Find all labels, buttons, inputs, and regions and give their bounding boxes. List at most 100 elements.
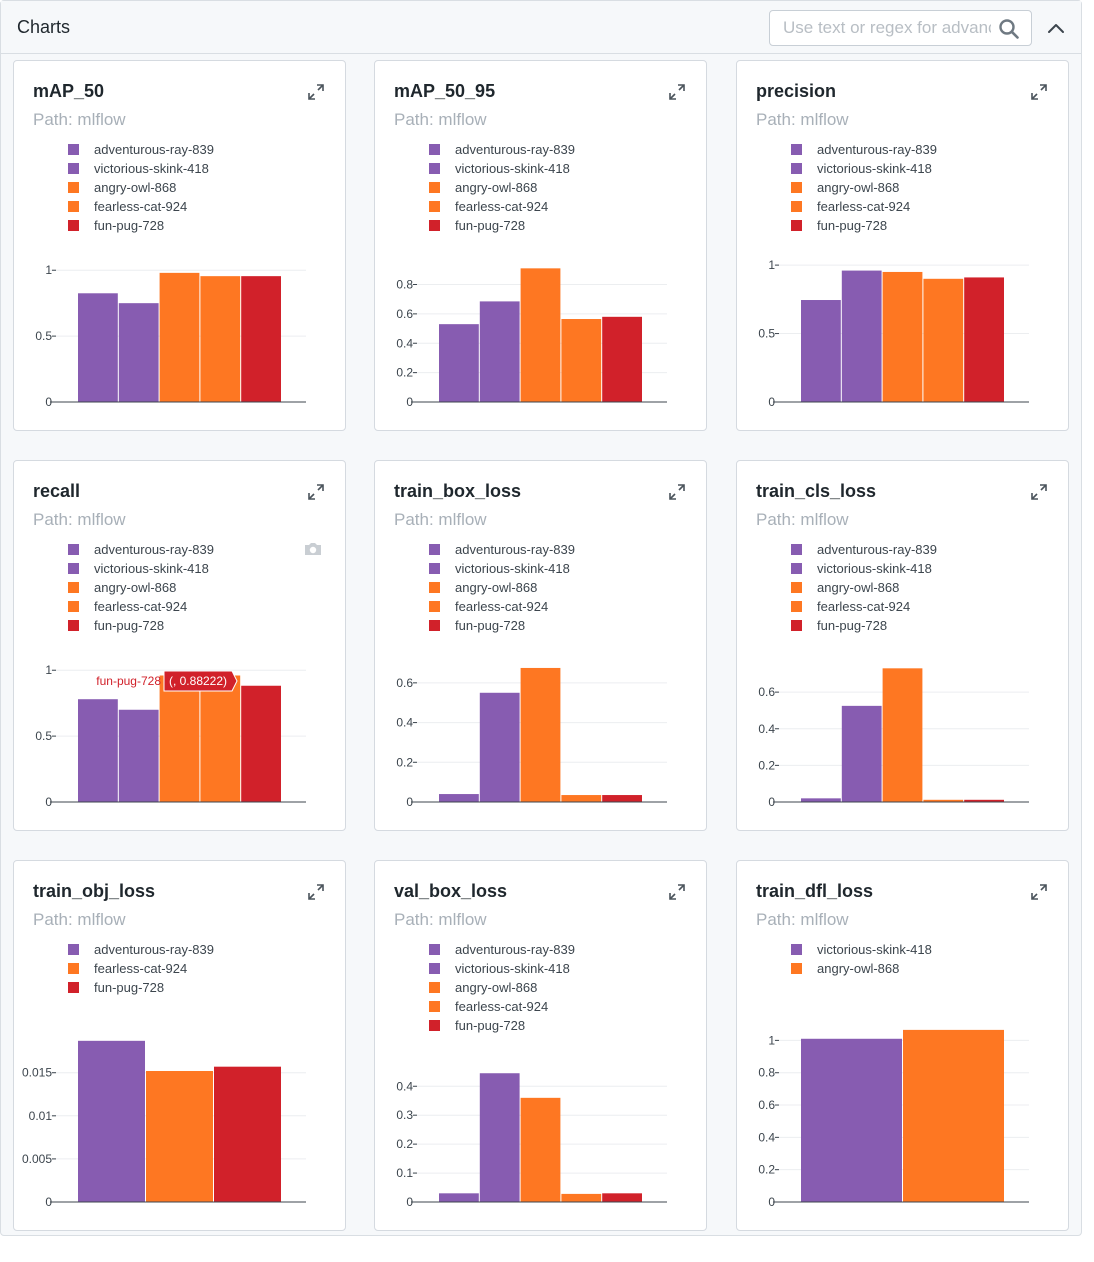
expand-icon[interactable] — [1028, 481, 1050, 503]
legend-label: fearless-cat-924 — [455, 199, 548, 214]
y-tick-label: 0.8 — [396, 278, 413, 292]
bar-angry-owl-868[interactable] — [882, 271, 923, 402]
y-tick-label: 0 — [45, 395, 52, 409]
bar-fun-pug-728[interactable] — [241, 276, 281, 402]
bar-fearless-cat-924[interactable] — [561, 795, 602, 802]
y-tick-label: 0 — [406, 395, 413, 409]
bar-victorious-skink-418[interactable] — [479, 692, 520, 802]
chart-plot: adventurous-ray-839 victorious-skink-418 a… — [396, 942, 667, 1209]
collapse-chevron-up-icon[interactable] — [1041, 13, 1071, 43]
legend-swatch — [68, 163, 79, 174]
legend-label: angry-owl-868 — [455, 980, 537, 995]
legend-swatch — [429, 601, 440, 612]
bar-fun-pug-728[interactable] — [241, 685, 281, 802]
legend-label: angry-owl-868 — [94, 580, 176, 595]
legend-label: angry-owl-868 — [94, 180, 176, 195]
y-tick-label: 0.2 — [396, 755, 413, 769]
bar-victorious-skink-418[interactable] — [479, 301, 520, 402]
legend-label: adventurous-ray-839 — [94, 142, 214, 157]
y-tick-label: 0.3 — [396, 1108, 413, 1122]
legend-label: fun-pug-728 — [455, 1018, 525, 1033]
bar-fun-pug-728[interactable] — [214, 1066, 281, 1202]
legend-label: fun-pug-728 — [817, 218, 887, 233]
section-title: Charts — [17, 17, 71, 37]
expand-icon[interactable] — [305, 481, 327, 503]
bar-victorious-skink-418[interactable] — [479, 1073, 520, 1202]
camera-icon[interactable] — [303, 541, 323, 557]
bar-angry-owl-868[interactable] — [159, 675, 200, 802]
legend-label: victorious-skink-418 — [94, 561, 209, 576]
y-tick-label: 0.1 — [396, 1166, 413, 1180]
legend-label: angry-owl-868 — [817, 180, 899, 195]
tooltip-series-name: fun-pug-728 — [96, 674, 161, 688]
bar-victorious-skink-418[interactable] — [841, 270, 882, 402]
chart-card-train-cls-loss: train_cls_loss Path: mlflow adventurous-ra… — [736, 460, 1069, 831]
legend-swatch — [68, 563, 79, 574]
bar-fun-pug-728[interactable] — [964, 799, 1004, 802]
bar-fearless-cat-924[interactable] — [923, 278, 964, 402]
bar-victorious-skink-418[interactable] — [801, 1038, 902, 1202]
y-tick-label: 0.6 — [396, 676, 413, 690]
legend-swatch — [429, 1020, 440, 1031]
bar-angry-owl-868[interactable] — [520, 268, 561, 402]
bar-angry-owl-868[interactable] — [882, 668, 923, 802]
legend-swatch — [429, 163, 440, 174]
chart-title: precision — [756, 81, 837, 101]
chart-path: Path: mlflow — [33, 110, 126, 129]
bar-adventurous-ray-839[interactable] — [78, 1040, 145, 1202]
bar-victorious-skink-418[interactable] — [118, 709, 159, 802]
search-icon[interactable] — [998, 18, 1020, 40]
bar-angry-owl-868[interactable] — [903, 1029, 1004, 1202]
bar-angry-owl-868[interactable] — [159, 272, 200, 402]
bar-victorious-skink-418[interactable] — [841, 705, 882, 802]
y-tick-label: 0 — [45, 1195, 52, 1209]
y-tick-label: 0 — [768, 395, 775, 409]
legend-swatch — [68, 201, 79, 212]
chart-plot: adventurous-ray-839 victorious-skink-418 a… — [35, 542, 306, 809]
legend-swatch — [68, 144, 79, 155]
chart-card-mAP-50: mAP_50 Path: mlflow adventurous-ray-839 vic… — [13, 60, 346, 431]
bar-fearless-cat-924[interactable] — [200, 675, 241, 802]
search-input[interactable] — [771, 12, 991, 44]
bar-fun-pug-728[interactable] — [602, 795, 642, 802]
bar-adventurous-ray-839[interactable] — [801, 798, 841, 802]
expand-icon[interactable] — [1028, 881, 1050, 903]
expand-icon[interactable] — [666, 881, 688, 903]
bar-adventurous-ray-839[interactable] — [801, 300, 841, 402]
charts-panel: Charts mAP_50 Path: mlflow adventurous-ray… — [0, 0, 1082, 1236]
legend-label: fun-pug-728 — [94, 618, 164, 633]
legend-label: fun-pug-728 — [817, 618, 887, 633]
chart-card-train-box-loss: train_box_loss Path: mlflow adventurous-ra… — [374, 460, 707, 831]
bar-fun-pug-728[interactable] — [602, 316, 642, 402]
legend-label: fearless-cat-924 — [817, 199, 910, 214]
bar-victorious-skink-418[interactable] — [118, 303, 159, 402]
bar-adventurous-ray-839[interactable] — [439, 324, 479, 402]
expand-icon[interactable] — [1028, 81, 1050, 103]
bar-fearless-cat-924[interactable] — [561, 1193, 602, 1202]
bar-adventurous-ray-839[interactable] — [78, 699, 118, 802]
y-tick-label: 0.4 — [758, 722, 775, 736]
bar-fun-pug-728[interactable] — [602, 1193, 642, 1202]
expand-icon[interactable] — [305, 881, 327, 903]
y-tick-label: 0.6 — [396, 307, 413, 321]
bar-angry-owl-868[interactable] — [520, 1097, 561, 1202]
bar-fearless-cat-924[interactable] — [146, 1070, 213, 1202]
bar-fearless-cat-924[interactable] — [923, 799, 964, 802]
bar-adventurous-ray-839[interactable] — [439, 1193, 479, 1202]
expand-icon[interactable] — [666, 81, 688, 103]
legend-label: victorious-skink-418 — [817, 161, 932, 176]
legend-swatch — [791, 601, 802, 612]
legend-swatch — [429, 582, 440, 593]
search-box[interactable] — [769, 10, 1032, 46]
expand-icon[interactable] — [305, 81, 327, 103]
bar-fun-pug-728[interactable] — [964, 277, 1004, 402]
bar-adventurous-ray-839[interactable] — [78, 293, 118, 402]
bar-adventurous-ray-839[interactable] — [439, 794, 479, 802]
bar-fearless-cat-924[interactable] — [200, 276, 241, 402]
bar-fearless-cat-924[interactable] — [561, 319, 602, 402]
chart-title: train_cls_loss — [756, 481, 877, 501]
legend-label: fearless-cat-924 — [817, 599, 910, 614]
bar-angry-owl-868[interactable] — [520, 667, 561, 802]
y-tick-label: 0.2 — [758, 758, 775, 772]
expand-icon[interactable] — [666, 481, 688, 503]
